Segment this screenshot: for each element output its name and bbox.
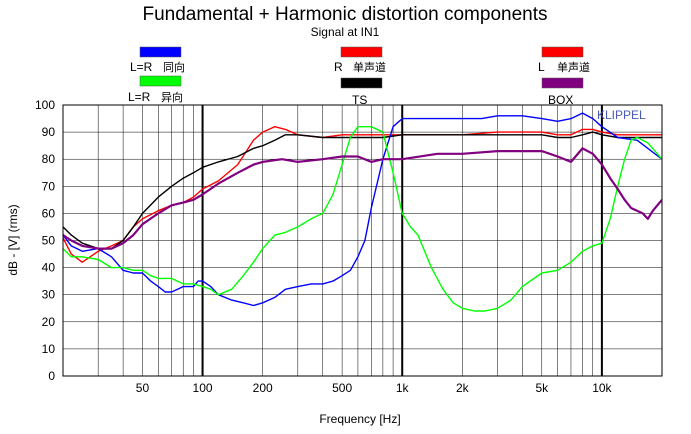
- legend-label: L: [538, 60, 545, 74]
- y-axis-label: dB - [V] (rms): [6, 204, 20, 275]
- x-tick-label: 1k: [396, 381, 410, 395]
- legend-extra-label: 单声道: [353, 60, 386, 74]
- series-line-2: [63, 131, 662, 250]
- legend: L=R 同向 L=R 异向 R 单声道 TS L 单声道 BOX: [128, 46, 590, 107]
- series-line-5: [63, 147, 662, 250]
- legend-extra-label: 同向: [163, 60, 185, 74]
- chart-subtitle: Signal at IN1: [311, 25, 380, 39]
- legend-swatch: [340, 46, 383, 58]
- series-line-4: [63, 126, 662, 312]
- y-tick-label: 40: [42, 261, 56, 275]
- klippel-watermark: KLIPPEL: [597, 108, 646, 122]
- series-line-3: [63, 112, 662, 307]
- series-layer: [63, 112, 662, 312]
- legend-label: R: [334, 60, 343, 74]
- legend-extra-label: 单声道: [557, 60, 590, 74]
- x-tick-label: 5k: [535, 381, 549, 395]
- legend-label: TS: [352, 93, 367, 107]
- y-tick-label: 60: [42, 206, 56, 220]
- y-tick-label: 20: [42, 315, 56, 329]
- y-tick-label: 70: [42, 179, 56, 193]
- y-tick-label: 80: [42, 152, 56, 166]
- chart-title: Fundamental + Harmonic distortion compon…: [142, 4, 547, 25]
- x-tick-label: 200: [253, 381, 273, 395]
- y-tick-label: 10: [42, 342, 56, 356]
- x-axis-label: Frequency [Hz]: [319, 412, 400, 426]
- y-tick-label: 30: [42, 288, 56, 302]
- legend-label: BOX: [548, 93, 573, 107]
- y-tick-label: 50: [42, 234, 56, 248]
- legend-swatch: [541, 77, 584, 89]
- legend-swatch: [139, 46, 182, 58]
- x-axis-ticks: 50 100 200 500 1k 2k 5k 10k: [136, 381, 613, 395]
- y-tick-label: 90: [42, 125, 56, 139]
- x-tick-label: 2k: [456, 381, 470, 395]
- legend-extra-label: 异向: [161, 90, 183, 104]
- x-tick-label: 10k: [592, 381, 612, 395]
- x-tick-label: 500: [332, 381, 352, 395]
- x-tick-label: 50: [136, 381, 150, 395]
- legend-swatch: [139, 75, 182, 87]
- legend-label: L=R: [128, 90, 151, 104]
- y-axis-ticks: 0 10 20 30 40 50 60 70 80 90 100: [35, 98, 55, 383]
- y-tick-label: 0: [48, 369, 55, 383]
- legend-label: L=R: [130, 60, 153, 74]
- y-tick-label: 100: [35, 98, 55, 112]
- x-tick-label: 100: [193, 381, 213, 395]
- plot-frame: [62, 104, 663, 377]
- legend-swatch: [340, 77, 383, 89]
- legend-swatch: [541, 46, 584, 58]
